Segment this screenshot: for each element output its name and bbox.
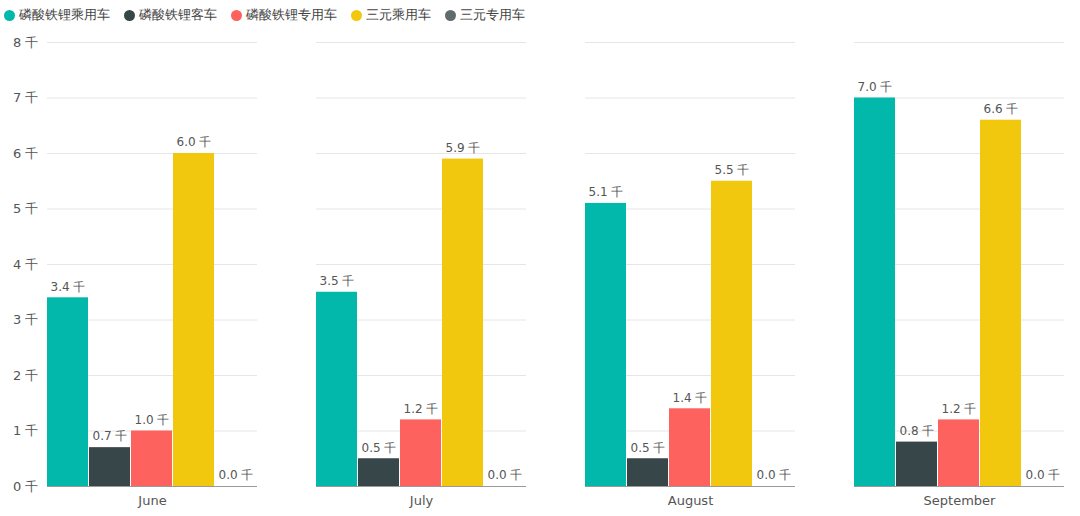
svg-text:6 千: 6 千 (13, 146, 38, 161)
html-text:三元专用车: 三元专用车 (460, 7, 525, 22)
svg-text:0.0 千: 0.0 千 (1026, 468, 1061, 482)
svg-text:7.0 千: 7.0 千 (858, 80, 893, 94)
svg-text:1.2 千: 1.2 千 (942, 402, 977, 416)
svg-text:June: June (137, 493, 166, 508)
svg-text:6.6 千: 6.6 千 (984, 102, 1019, 116)
svg-text:1.0 千: 1.0 千 (135, 413, 170, 427)
svg-text:0.0 千: 0.0 千 (219, 468, 254, 482)
html-text:三元乘用车: 三元乘用车 (366, 7, 431, 22)
svg-text:0.8 千: 0.8 千 (900, 424, 935, 438)
svg-text:5 千: 5 千 (13, 201, 38, 216)
svg-text:0.5 千: 0.5 千 (362, 441, 397, 455)
svg-text:0.7 千: 0.7 千 (93, 429, 128, 443)
svg-text:5.9 千: 5.9 千 (446, 141, 481, 155)
svg-text:2 千: 2 千 (13, 368, 38, 383)
svg-text:July: July (409, 493, 434, 508)
html-text:磷酸铁锂客车: 磷酸铁锂客车 (139, 7, 217, 22)
html-text:磷酸铁锂专用车: 磷酸铁锂专用车 (246, 7, 337, 22)
svg-text:1 千: 1 千 (13, 423, 38, 438)
svg-text:0.0 千: 0.0 千 (488, 468, 523, 482)
svg-text:0.0 千: 0.0 千 (757, 468, 792, 482)
svg-text:August: August (668, 493, 714, 508)
svg-text:6.0 千: 6.0 千 (177, 135, 212, 149)
svg-text:1.2 千: 1.2 千 (404, 402, 439, 416)
svg-text:7 千: 7 千 (13, 90, 38, 105)
svg-text:3 千: 3 千 (13, 312, 38, 327)
svg-text:5.1 千: 5.1 千 (589, 185, 624, 199)
svg-text:0 千: 0 千 (13, 479, 38, 494)
svg-text:8 千: 8 千 (13, 35, 38, 50)
svg-text:September: September (924, 493, 997, 508)
svg-text:1.4 千: 1.4 千 (673, 391, 708, 405)
html-text:磷酸铁锂乘用车: 磷酸铁锂乘用车 (19, 7, 110, 22)
svg-text:4 千: 4 千 (13, 257, 38, 272)
svg-text:0.5 千: 0.5 千 (631, 441, 666, 455)
svg-text:5.5 千: 5.5 千 (715, 163, 750, 177)
svg-text:3.4 千: 3.4 千 (51, 280, 86, 294)
svg-text:3.5 千: 3.5 千 (320, 274, 355, 288)
